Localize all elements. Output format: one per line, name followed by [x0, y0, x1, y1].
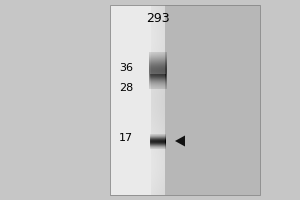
Text: 28: 28 [119, 83, 133, 93]
Text: 293: 293 [146, 12, 170, 25]
Text: 17: 17 [119, 133, 133, 143]
Polygon shape [175, 136, 185, 146]
Text: 36: 36 [119, 63, 133, 73]
Bar [110, 5, 260, 195]
